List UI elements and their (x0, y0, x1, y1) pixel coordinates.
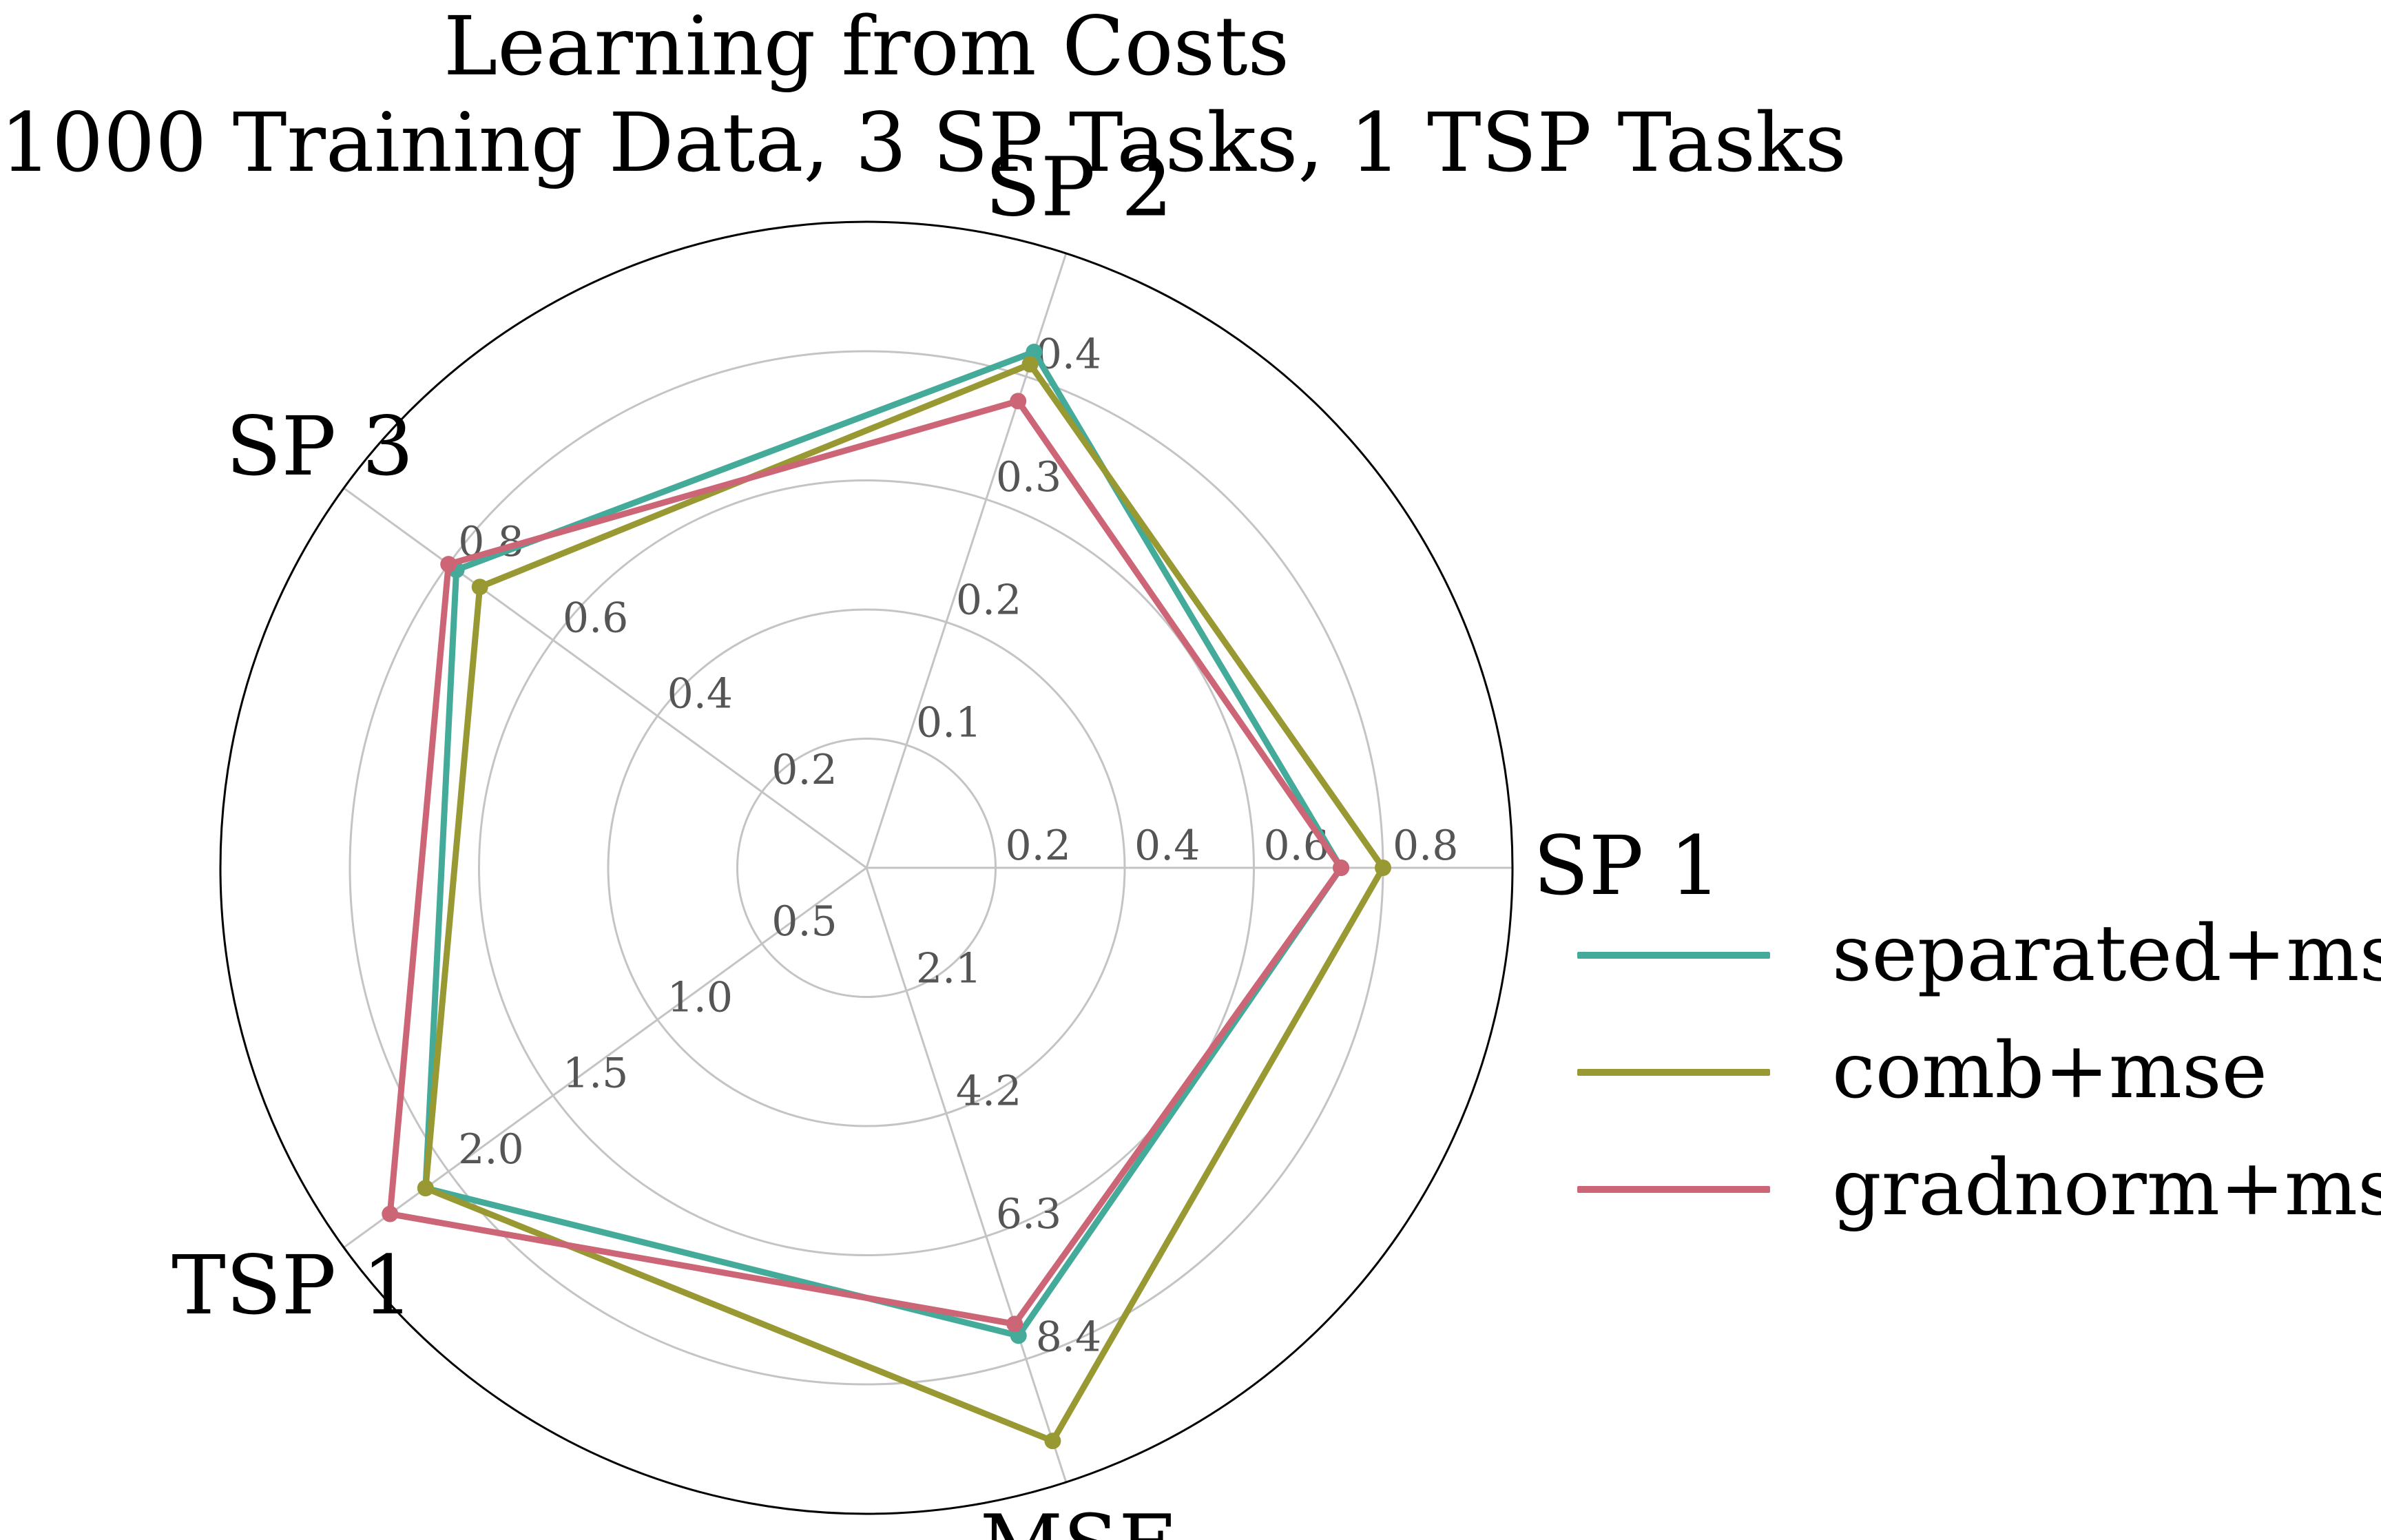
legend-label-comb-mse: comb+mse (1832, 1026, 2267, 1116)
tick-label-tsp-1-1: 0.5 (771, 897, 837, 946)
series-line-gradnorm-mse (386, 397, 1345, 1328)
tick-label-sp-3-3: 0.6 (563, 594, 628, 642)
tick-label-mse-2: 4.2 (956, 1068, 1021, 1116)
tick-label-sp-3-1: 0.2 (771, 746, 837, 794)
chart-subtitle: 1000 Training Data, 3 SP Tasks, 1 TSP Ta… (0, 95, 1847, 190)
tick-label-sp-2-1: 0.1 (916, 699, 981, 747)
series-line-separated-mse (422, 348, 1345, 1340)
legend-swatch-separated-mse (1577, 952, 1770, 959)
series-point-comb-mse-tsp-1 (417, 1180, 434, 1197)
tick-label-tsp-1-4: 2.0 (458, 1125, 523, 1174)
series-point-gradnorm-mse-sp-3 (440, 556, 457, 573)
axis-label-tsp-1: TSP 1 (171, 1238, 414, 1333)
axis-label-sp-1: SP 1 (1533, 818, 1721, 913)
series-point-comb-mse-sp-2 (1021, 355, 1039, 373)
spoke-sp-3 (343, 487, 867, 869)
tick-label-tsp-1-3: 1.5 (563, 1050, 628, 1098)
tick-label-mse-1: 2.1 (916, 944, 981, 992)
legend-item-comb-mse: comb+mse (1577, 1030, 2376, 1112)
tick-label-sp-3-2: 0.4 (667, 670, 733, 718)
series-point-gradnorm-mse-sp-2 (1010, 393, 1027, 410)
series-point-comb-mse-sp-1 (1375, 860, 1391, 876)
legend-label-gradnorm-mse: gradnorm+mse (1832, 1143, 2381, 1233)
series-line-comb-mse (422, 360, 1387, 1445)
tick-label-mse-4: 8.4 (1036, 1313, 1101, 1361)
legend-label-separated-mse: separated+mse (1832, 909, 2381, 999)
spoke-mse (865, 867, 1068, 1483)
axis-label-sp-2: SP 2 (985, 140, 1173, 235)
series-point-comb-mse-mse (1044, 1433, 1061, 1450)
tick-label-sp-2-3: 0.3 (996, 453, 1061, 501)
tick-label-sp-2-2: 0.2 (956, 576, 1021, 624)
legend-item-separated-mse: separated+mse (1577, 913, 2381, 995)
tick-label-sp-1-1: 0.2 (1006, 822, 1071, 870)
series-point-comb-mse-sp-3 (471, 579, 488, 596)
series-point-gradnorm-mse-tsp-1 (382, 1205, 399, 1222)
axis-label-mse: MSE (979, 1497, 1178, 1540)
tick-label-mse-3: 6.3 (996, 1190, 1061, 1238)
tick-label-sp-1-2: 0.4 (1134, 822, 1200, 870)
series-point-gradnorm-mse-sp-1 (1333, 860, 1350, 876)
legend-item-gradnorm-mse: gradnorm+mse (1577, 1147, 2381, 1229)
outer-frame (219, 220, 1514, 1515)
legend-swatch-comb-mse (1577, 1069, 1770, 1076)
tick-label-sp-1-4: 0.8 (1393, 822, 1458, 870)
axis-label-sp-3: SP 3 (226, 399, 414, 494)
tick-label-tsp-1-2: 1.0 (667, 973, 733, 1021)
series-point-gradnorm-mse-mse (1006, 1315, 1023, 1333)
legend-swatch-gradnorm-mse (1577, 1186, 1770, 1193)
chart-title: Learning from Costs (443, 0, 1290, 94)
